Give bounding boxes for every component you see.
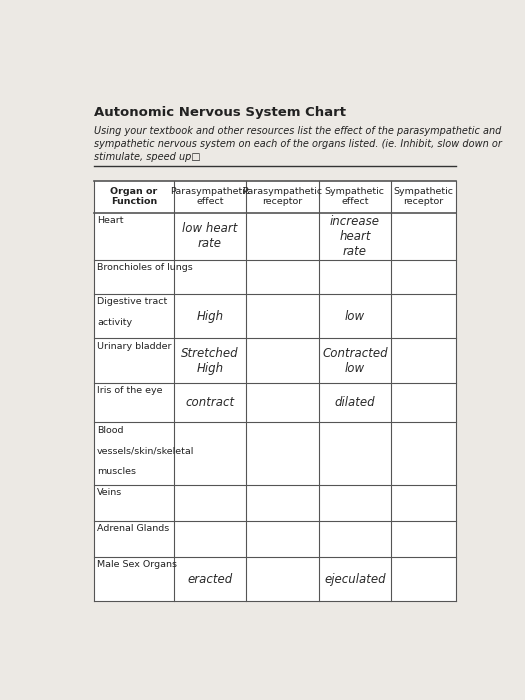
Text: eracted: eracted	[187, 573, 233, 586]
Text: Heart: Heart	[97, 216, 123, 225]
Text: Using your textbook and other resources list the effect of the parasympathetic a: Using your textbook and other resources …	[94, 126, 502, 162]
Text: Contracted
low: Contracted low	[322, 346, 387, 374]
Text: Organ or
Function: Organ or Function	[110, 187, 158, 206]
Text: Veins: Veins	[97, 488, 122, 497]
Text: Adrenal Glands: Adrenal Glands	[97, 524, 169, 533]
Text: increase
heart
rate: increase heart rate	[330, 215, 380, 258]
Text: low: low	[345, 309, 365, 323]
Text: Parasympathetic
receptor: Parasympathetic receptor	[243, 187, 322, 206]
FancyBboxPatch shape	[94, 181, 456, 601]
Text: Digestive tract

activity: Digestive tract activity	[97, 297, 167, 327]
Text: dilated: dilated	[334, 396, 375, 410]
Text: contract: contract	[185, 396, 235, 410]
Text: Urinary bladder: Urinary bladder	[97, 342, 172, 351]
Text: ejeculated: ejeculated	[324, 573, 386, 586]
Text: low heart
rate: low heart rate	[182, 222, 238, 250]
Text: Stretched
High: Stretched High	[181, 346, 239, 374]
Text: Iris of the eye: Iris of the eye	[97, 386, 162, 395]
Text: Blood

vessels/skin/skeletal

muscles: Blood vessels/skin/skeletal muscles	[97, 426, 194, 476]
Text: Sympathetic
effect: Sympathetic effect	[325, 187, 385, 206]
Text: Male Sex Organs: Male Sex Organs	[97, 560, 177, 569]
Text: Bronchioles of lungs: Bronchioles of lungs	[97, 263, 193, 272]
Text: Parasympathetic
effect: Parasympathetic effect	[170, 187, 250, 206]
Text: High: High	[196, 309, 224, 323]
Text: Sympathetic
receptor: Sympathetic receptor	[394, 187, 454, 206]
Text: Autonomic Nervous System Chart: Autonomic Nervous System Chart	[94, 106, 346, 118]
